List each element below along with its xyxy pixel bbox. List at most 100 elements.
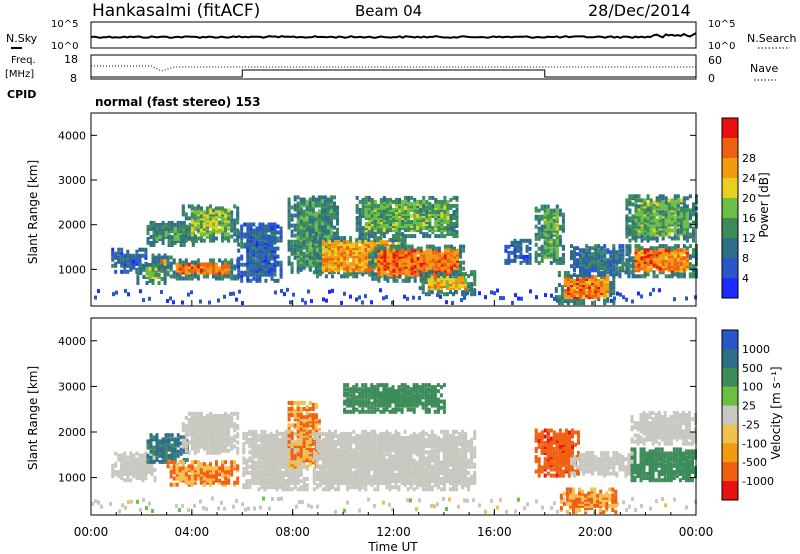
data-cell (364, 252, 368, 257)
data-cell (120, 247, 124, 252)
data-cell (646, 238, 650, 243)
data-cell (467, 288, 471, 293)
data-cell (355, 252, 359, 257)
data-cell (361, 256, 365, 261)
data-cell (537, 208, 541, 213)
data-cell (187, 440, 191, 445)
data-cell (455, 224, 459, 228)
data-cell (464, 278, 468, 283)
data-cell (296, 215, 300, 220)
data-cell (628, 200, 632, 205)
data-cell (582, 301, 586, 306)
noise-cell (610, 298, 613, 303)
data-cell (224, 466, 228, 471)
data-cell (422, 208, 426, 212)
data-cell (418, 270, 422, 275)
data-cell (439, 288, 443, 293)
data-cell (625, 246, 629, 251)
noise-cell (484, 295, 487, 300)
noise-cell (97, 500, 100, 505)
data-cell (333, 215, 336, 220)
data-cell (355, 264, 359, 269)
data-cell (667, 258, 671, 263)
data-cell (459, 260, 462, 265)
data-cell (410, 201, 414, 206)
data-cell (558, 238, 562, 243)
data-cell (199, 480, 203, 485)
data-cell (218, 266, 222, 271)
data-cell (337, 246, 340, 251)
data-cell (361, 266, 365, 271)
data-cell (370, 197, 374, 202)
data-cell (179, 243, 183, 247)
data-cell (525, 238, 529, 243)
data-cell (176, 220, 180, 225)
data-cell (120, 251, 124, 256)
data-cell (603, 272, 607, 277)
data-cell (279, 260, 283, 265)
noise-cell (136, 499, 139, 504)
nsearch-label: N.Search (747, 32, 797, 45)
data-cell (473, 270, 477, 275)
data-cell (120, 259, 124, 264)
data-cell (209, 482, 212, 487)
noise-cell (478, 503, 481, 508)
data-cell (445, 280, 449, 285)
nave-top-tick: 60 (708, 54, 722, 67)
data-cell (314, 215, 318, 220)
data-cell (367, 244, 371, 249)
data-cell (637, 218, 641, 223)
data-cell (588, 281, 592, 285)
data-cell (588, 250, 592, 255)
noise-cell (631, 496, 634, 501)
data-cell (270, 276, 274, 281)
data-cell (199, 268, 203, 273)
noise-cell (490, 498, 493, 503)
data-cell (305, 253, 309, 258)
data-cell (236, 220, 240, 225)
data-cell (455, 208, 459, 212)
data-cell (552, 222, 556, 227)
noise-cell (331, 288, 334, 293)
data-cell (311, 201, 315, 206)
data-cell (555, 252, 559, 257)
data-cell (196, 448, 200, 453)
noise-cell (193, 503, 196, 508)
data-cell (563, 271, 567, 275)
noise-cell (280, 496, 283, 501)
data-cell (382, 195, 386, 200)
data-cell (640, 252, 644, 257)
data-cell (240, 236, 244, 241)
data-cell (631, 256, 635, 261)
data-cell (308, 247, 312, 252)
data-cell (205, 413, 209, 418)
data-cell (688, 232, 692, 237)
data-cell (302, 253, 306, 258)
data-cell (136, 277, 140, 281)
data-cell (129, 470, 133, 474)
data-cell (449, 232, 453, 237)
nave-bottom-tick: 0 (708, 72, 715, 85)
data-cell (692, 230, 695, 235)
data-cell (685, 220, 689, 225)
data-cell (443, 248, 447, 253)
data-cell (594, 275, 598, 279)
data-cell (392, 276, 396, 281)
data-cell (212, 232, 215, 237)
data-cell (597, 279, 601, 283)
data-cell (634, 274, 638, 279)
data-cell (293, 233, 297, 238)
data-cell (615, 250, 619, 255)
data-cell (391, 238, 395, 243)
data-cell (631, 272, 635, 277)
data-cell (382, 234, 386, 239)
data-cell (176, 237, 180, 241)
data-cell (449, 290, 452, 295)
data-cell (142, 264, 146, 269)
y-tick-label: 3000 (58, 174, 86, 187)
noise-cell (553, 296, 556, 301)
data-cell (293, 227, 297, 232)
data-cell (290, 223, 294, 228)
data-cell (136, 273, 140, 277)
